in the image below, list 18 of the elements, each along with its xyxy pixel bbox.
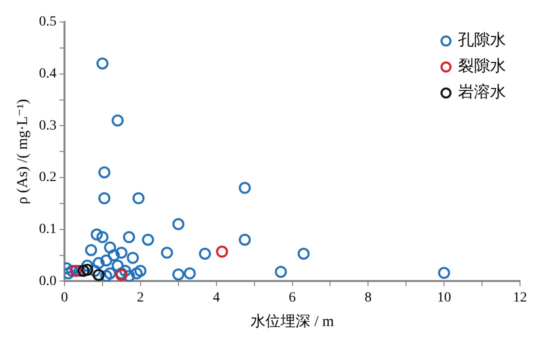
y-axis-title: ρ (As) /( mg·L⁻¹) xyxy=(14,98,31,204)
y-tick-label: 0.1 xyxy=(39,222,56,238)
y-tick-label: 0.4 xyxy=(39,66,56,82)
x-tick-label: 10 xyxy=(437,290,452,306)
x-axis-title: 水位埋深 / m xyxy=(250,312,334,330)
x-tick-label: 0 xyxy=(61,290,68,306)
x-tick-label: 6 xyxy=(288,290,296,306)
legend-label: 裂隙水 xyxy=(458,57,506,76)
x-tick-label: 4 xyxy=(212,290,220,306)
y-tick-label: 0.3 xyxy=(39,118,56,134)
x-tick-label: 8 xyxy=(364,290,372,306)
x-tick-label: 2 xyxy=(136,290,144,306)
x-tick-label: 12 xyxy=(513,290,527,306)
y-tick-label: 0.0 xyxy=(39,274,56,289)
legend-label: 孔隙水 xyxy=(458,31,506,50)
y-tick-label: 0.5 xyxy=(39,14,56,30)
y-tick-label: 0.2 xyxy=(39,170,56,186)
legend-label: 岩溶水 xyxy=(458,83,506,102)
